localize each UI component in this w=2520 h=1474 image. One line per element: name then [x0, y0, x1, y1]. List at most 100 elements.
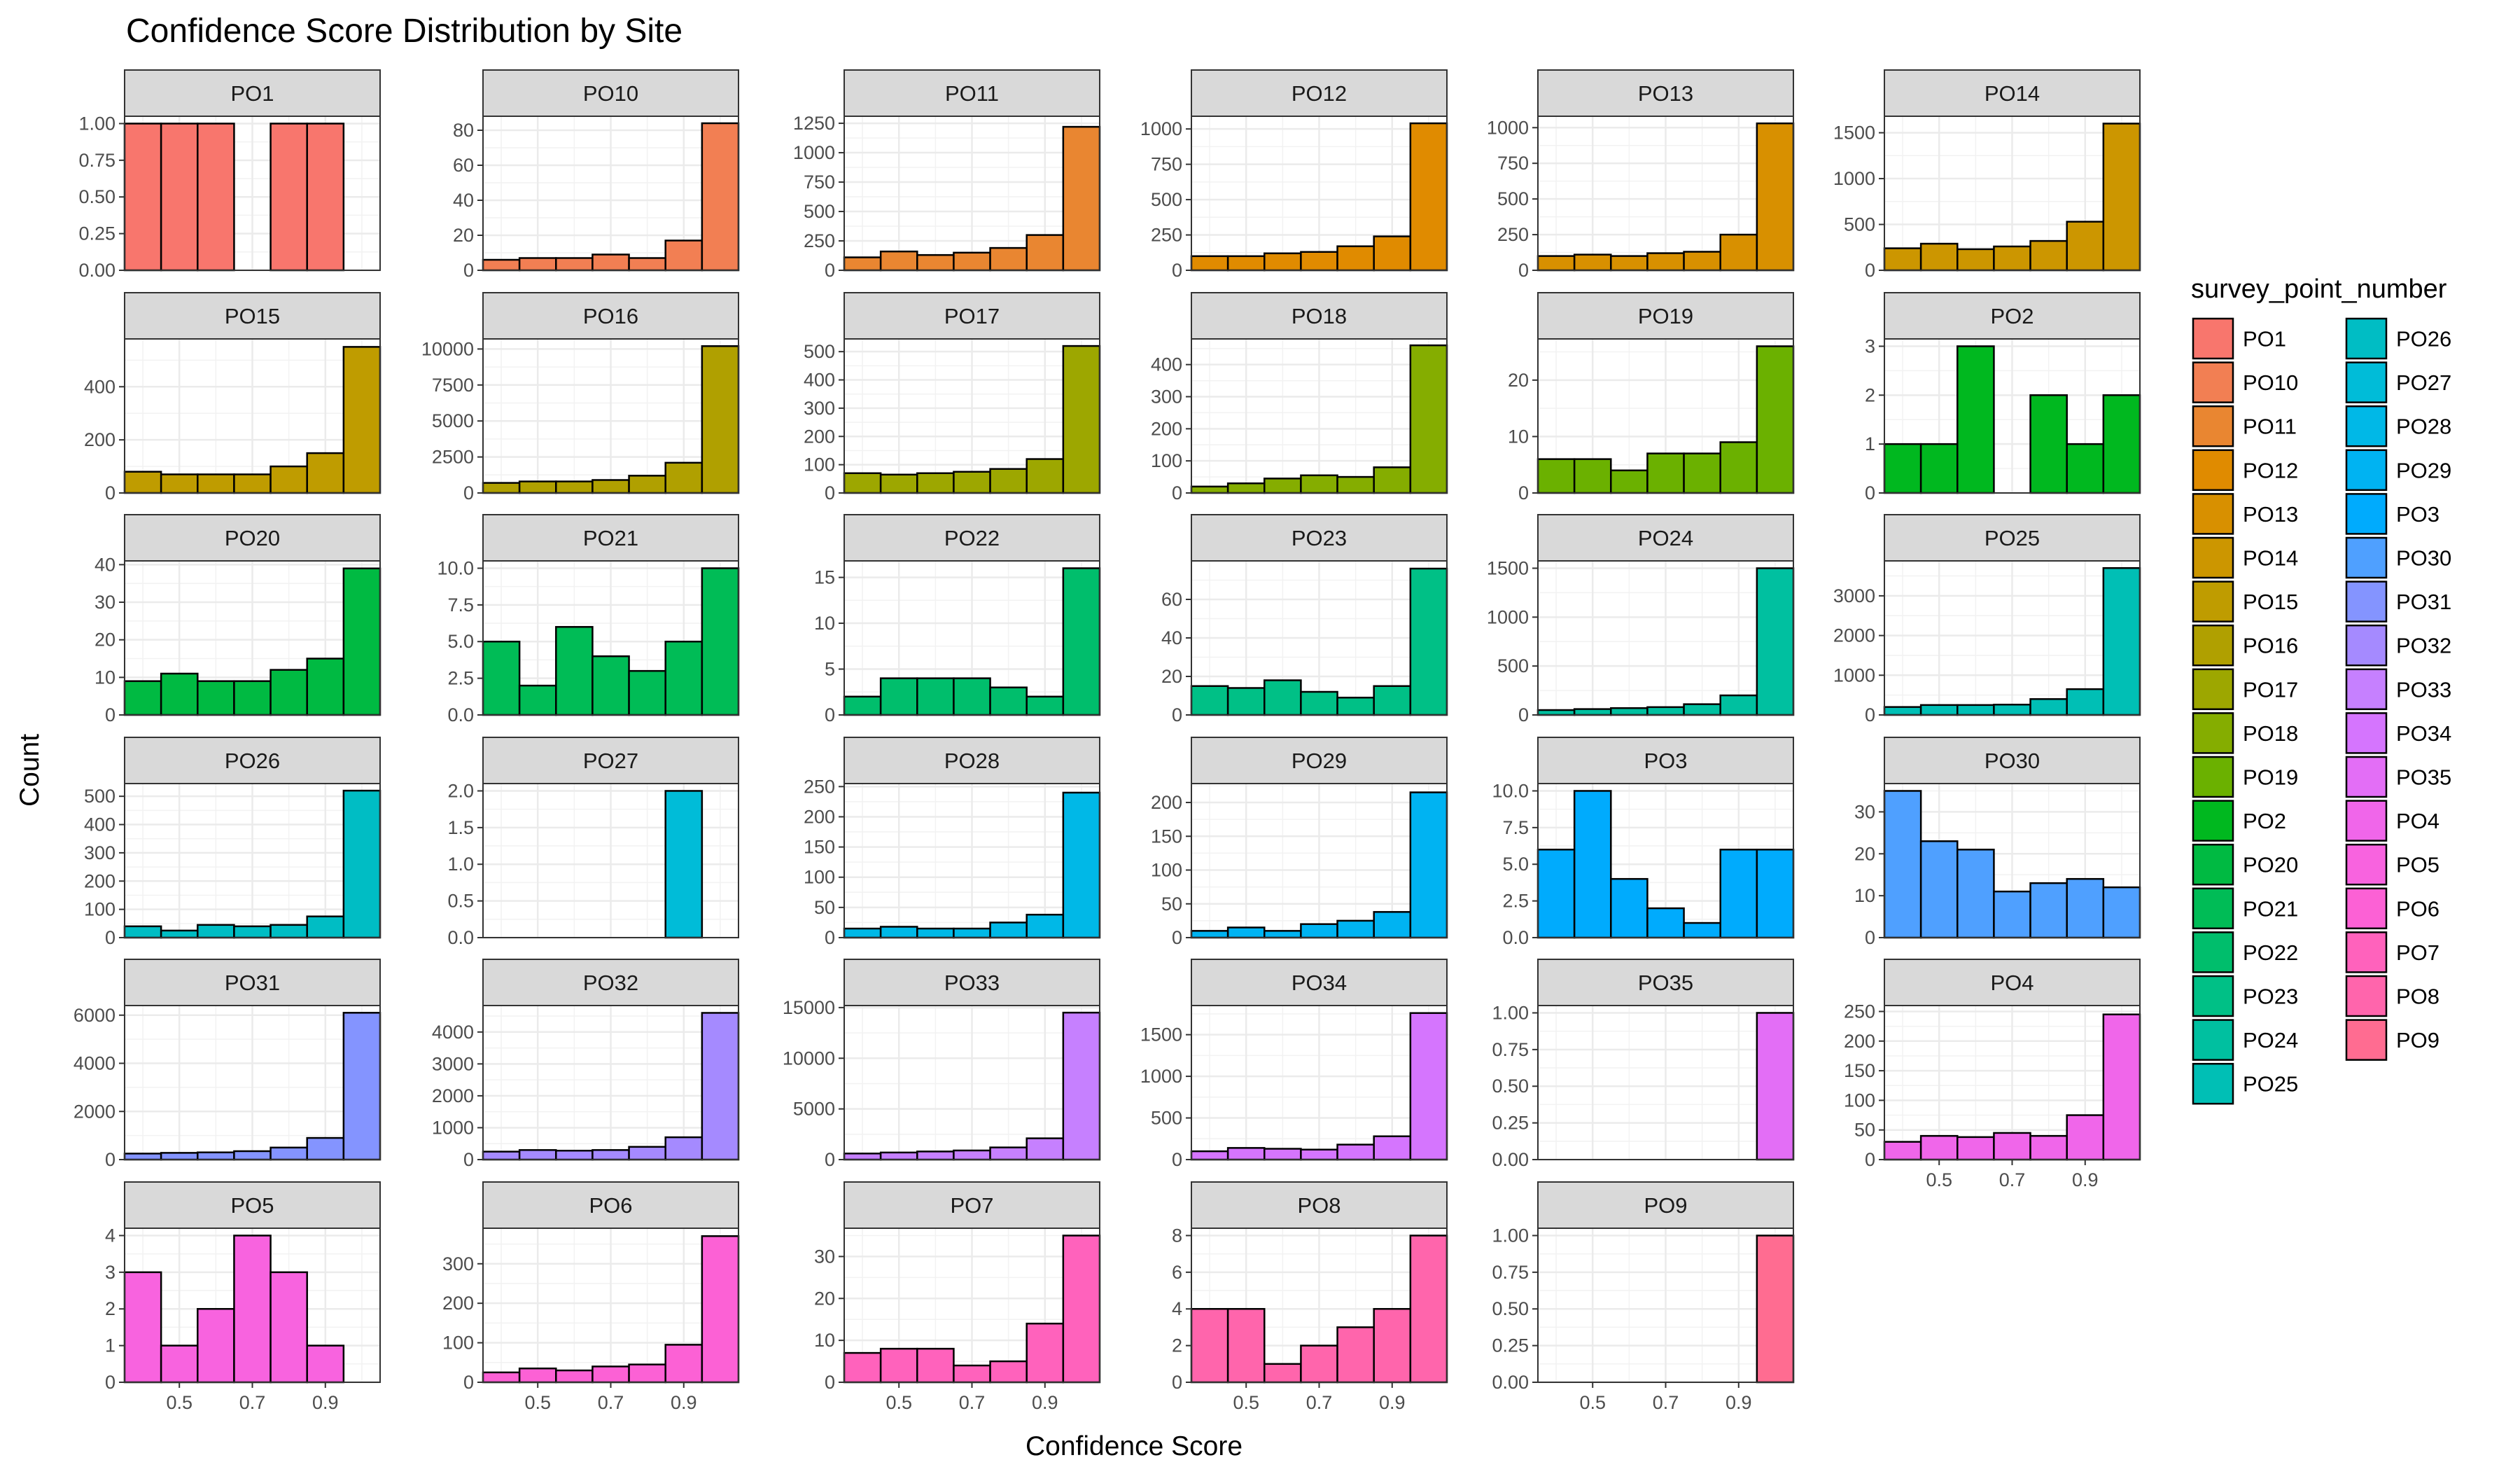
panel-po1: PO1 0.00 0.25 0.50 0.75 1.00 [78, 69, 381, 281]
bar-po6-6 [701, 1235, 740, 1384]
y-tick-label-po4: 150 [1844, 1060, 1875, 1081]
bar-po33-2 [916, 1150, 955, 1161]
bar-po11-3 [953, 251, 991, 272]
bar-po13-2 [1610, 255, 1648, 272]
legend-label-po1: PO1 [2243, 327, 2286, 352]
y-tick-label-po27: 0.5 [447, 891, 474, 912]
bar-po16-0 [482, 482, 521, 494]
bar-po9-6 [1756, 1235, 1795, 1384]
strip-po4 [1884, 959, 2141, 1006]
bar-po15-3 [233, 473, 272, 494]
bar-po4-5 [2066, 1114, 2105, 1161]
bar-po30-6 [2102, 886, 2141, 939]
bar-po10-1 [518, 257, 557, 272]
y-tick-label-po28: 200 [804, 806, 835, 827]
strip-po19 [1537, 292, 1794, 340]
bar-po26-5 [306, 915, 345, 939]
legend-label-po25: PO25 [2243, 1072, 2298, 1097]
y-tick-label-po6: 200 [442, 1293, 474, 1314]
bar-po22-1 [879, 677, 918, 716]
x-tick-label-po9: 0.9 [1726, 1392, 1752, 1413]
y-tick-label-po32: 4000 [432, 1022, 474, 1043]
y-tick-label-po35: 0.75 [1492, 1039, 1529, 1060]
legend-label-po13: PO13 [2243, 502, 2298, 527]
bar-po10-5 [664, 239, 704, 272]
y-tick-label-po25: 1000 [1833, 665, 1875, 686]
bar-po20-3 [233, 680, 272, 716]
bar-po34-6 [1409, 1012, 1448, 1161]
legend-key-po30 [2345, 536, 2388, 579]
legend-key-po18 [2192, 712, 2234, 754]
y-tick-label-po8: 4 [1172, 1298, 1182, 1319]
bar-po13-0 [1536, 255, 1576, 272]
y-tick-label-po21: 5.0 [447, 631, 474, 652]
x-tick-label-po5: 0.7 [239, 1392, 266, 1413]
bar-po6-5 [664, 1344, 704, 1384]
x-tick-label-po5: 0.5 [166, 1392, 192, 1413]
legend-key-po28 [2345, 405, 2388, 447]
x-tick-label-po6: 0.5 [524, 1392, 551, 1413]
bar-po5-3 [233, 1235, 272, 1384]
legend-label-po29: PO29 [2396, 458, 2451, 482]
bar-po4-2 [1956, 1136, 1995, 1161]
legend-label-po26: PO26 [2396, 327, 2451, 352]
y-tick-label-po35: 1.00 [1492, 1002, 1529, 1023]
y-tick-label-po13: 250 [1497, 224, 1529, 245]
panel-border-po10 [482, 116, 739, 271]
y-tick-label-po13: 0 [1518, 260, 1529, 281]
panel-po15: PO15 0 200 400 [84, 292, 382, 503]
y-tick-label-po31: 6000 [74, 1005, 115, 1026]
legend-label-po19: PO19 [2243, 765, 2298, 790]
bar-po35-6 [1756, 1012, 1795, 1161]
legend-label-po9: PO9 [2396, 1028, 2440, 1052]
bar-po21-3 [592, 655, 630, 716]
strip-label-po20: PO20 [225, 526, 280, 550]
bar-po12-1 [1226, 255, 1266, 272]
bar-po21-6 [701, 567, 740, 716]
panel-border-po3 [1537, 783, 1794, 938]
bar-po14-6 [2102, 123, 2141, 272]
panel-po30: PO30 0 10 20 30 [1854, 737, 2141, 948]
bar-po4-6 [2102, 1013, 2141, 1161]
legend-key-po14 [2192, 536, 2234, 579]
y-tick-label-po20: 40 [94, 554, 115, 575]
y-tick-label-po28: 250 [804, 776, 835, 797]
y-tick-label-po33: 15000 [783, 997, 835, 1018]
y-tick-label-po31: 4000 [74, 1053, 115, 1074]
x-tick-label-po4: 0.5 [1926, 1169, 1952, 1190]
bar-po21-0 [482, 640, 521, 716]
legend-label-po3: PO3 [2396, 502, 2440, 527]
bar-po14-0 [1883, 247, 1922, 272]
bar-po18-5 [1373, 466, 1412, 494]
bar-po4-0 [1883, 1141, 1922, 1161]
y-tick-label-po26: 400 [84, 814, 115, 835]
bar-po32-5 [664, 1136, 704, 1161]
bar-po1-2 [197, 123, 235, 272]
y-tick-label-po29: 50 [1161, 894, 1182, 915]
y-tick-label-po1: 0.75 [78, 150, 115, 171]
y-tick-label-po2: 2 [1865, 384, 1875, 405]
y-tick-label-po9: 1.00 [1492, 1225, 1529, 1246]
bar-po20-6 [342, 567, 382, 716]
bar-po24-1 [1573, 708, 1612, 716]
panel-po16: PO16 0 2500 5000 7500 10000 [421, 292, 740, 503]
y-tick-label-po31: 2000 [74, 1101, 115, 1122]
x-tick-label-po9: 0.7 [1653, 1392, 1679, 1413]
bar-po11-1 [879, 250, 918, 272]
bar-po1-4 [270, 123, 308, 272]
bar-po26-0 [123, 925, 162, 939]
y-tick-label-po11: 1250 [793, 113, 835, 134]
strip-label-po26: PO26 [225, 749, 280, 773]
y-tick-label-po6: 0 [463, 1372, 474, 1393]
bar-po8-5 [1373, 1307, 1412, 1384]
bar-po29-5 [1373, 911, 1412, 939]
bar-po17-3 [953, 471, 991, 494]
strip-label-po27: PO27 [583, 749, 638, 773]
bar-po31-4 [270, 1146, 308, 1161]
y-tick-label-po4: 250 [1844, 1001, 1875, 1022]
panel-po24: PO24 0 500 1000 1500 [1487, 514, 1795, 725]
y-tick-label-po1: 0.25 [78, 223, 115, 244]
y-tick-label-po5: 1 [105, 1335, 115, 1356]
